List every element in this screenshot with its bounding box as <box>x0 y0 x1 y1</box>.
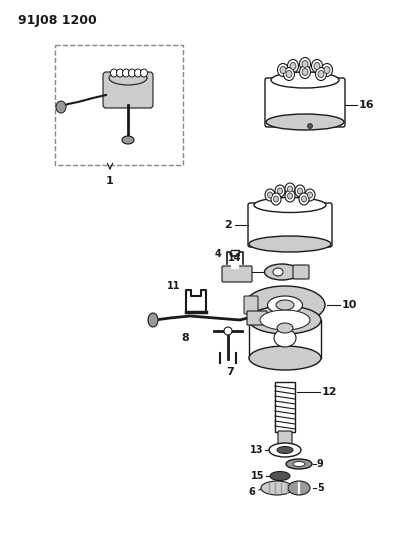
Ellipse shape <box>302 61 308 68</box>
Ellipse shape <box>276 300 294 310</box>
FancyBboxPatch shape <box>265 78 345 127</box>
Text: 15: 15 <box>250 471 264 481</box>
Ellipse shape <box>110 69 117 77</box>
FancyBboxPatch shape <box>103 72 153 108</box>
Text: 6: 6 <box>248 487 255 497</box>
Ellipse shape <box>267 192 272 198</box>
Ellipse shape <box>249 346 321 370</box>
Circle shape <box>224 327 232 335</box>
Ellipse shape <box>270 472 290 481</box>
Ellipse shape <box>324 67 330 74</box>
Ellipse shape <box>134 69 141 77</box>
Ellipse shape <box>249 236 331 252</box>
Ellipse shape <box>295 185 305 197</box>
Ellipse shape <box>285 183 295 195</box>
Ellipse shape <box>278 63 288 77</box>
Text: 4: 4 <box>214 249 221 259</box>
Ellipse shape <box>254 198 326 213</box>
Ellipse shape <box>266 114 344 130</box>
FancyBboxPatch shape <box>293 265 309 279</box>
Ellipse shape <box>277 447 293 454</box>
Ellipse shape <box>277 323 293 333</box>
Text: 16: 16 <box>359 100 375 110</box>
Ellipse shape <box>109 71 147 85</box>
Ellipse shape <box>275 185 285 197</box>
Ellipse shape <box>122 136 134 144</box>
Ellipse shape <box>286 70 292 77</box>
Ellipse shape <box>288 481 310 495</box>
Ellipse shape <box>314 62 320 69</box>
Ellipse shape <box>261 481 293 495</box>
Ellipse shape <box>316 68 326 80</box>
Ellipse shape <box>265 264 300 280</box>
Ellipse shape <box>285 190 295 202</box>
Ellipse shape <box>267 296 302 314</box>
Ellipse shape <box>269 443 301 457</box>
Text: 9: 9 <box>317 459 324 469</box>
Ellipse shape <box>321 63 332 77</box>
Ellipse shape <box>249 306 321 334</box>
Ellipse shape <box>286 459 312 469</box>
Ellipse shape <box>271 193 281 205</box>
FancyBboxPatch shape <box>244 296 258 314</box>
Ellipse shape <box>278 188 283 194</box>
Text: 13: 13 <box>250 445 263 455</box>
Ellipse shape <box>311 60 323 72</box>
Ellipse shape <box>288 60 299 72</box>
Ellipse shape <box>129 69 136 77</box>
FancyBboxPatch shape <box>248 203 332 247</box>
FancyBboxPatch shape <box>222 266 252 282</box>
Ellipse shape <box>318 70 324 77</box>
Ellipse shape <box>140 69 147 77</box>
Ellipse shape <box>302 196 307 202</box>
Ellipse shape <box>274 329 296 347</box>
Bar <box>55 45 183 165</box>
Ellipse shape <box>260 310 310 330</box>
Ellipse shape <box>307 192 312 198</box>
Ellipse shape <box>245 286 325 324</box>
Ellipse shape <box>288 193 293 199</box>
Ellipse shape <box>305 189 315 201</box>
Text: 91J08 1200: 91J08 1200 <box>18 14 97 27</box>
Text: 12: 12 <box>322 387 337 397</box>
Text: 11: 11 <box>166 281 180 291</box>
Ellipse shape <box>288 186 293 192</box>
Ellipse shape <box>300 66 311 78</box>
FancyBboxPatch shape <box>247 311 267 325</box>
Text: 8: 8 <box>181 333 189 343</box>
Ellipse shape <box>290 62 296 69</box>
Circle shape <box>307 124 312 128</box>
Ellipse shape <box>299 193 309 205</box>
Ellipse shape <box>280 67 286 74</box>
Text: 14: 14 <box>228 253 242 263</box>
Text: 7: 7 <box>226 367 234 377</box>
Ellipse shape <box>283 68 295 80</box>
Ellipse shape <box>302 69 308 76</box>
Ellipse shape <box>271 72 339 88</box>
Ellipse shape <box>122 69 129 77</box>
Ellipse shape <box>117 69 124 77</box>
FancyBboxPatch shape <box>278 431 292 447</box>
Text: 2: 2 <box>224 220 232 230</box>
Ellipse shape <box>300 58 311 70</box>
Ellipse shape <box>265 189 275 201</box>
Ellipse shape <box>293 462 305 466</box>
Text: 1: 1 <box>106 176 114 186</box>
Text: 10: 10 <box>342 300 357 310</box>
Ellipse shape <box>297 188 302 194</box>
Ellipse shape <box>274 196 279 202</box>
FancyBboxPatch shape <box>275 382 295 432</box>
Ellipse shape <box>56 101 66 113</box>
Text: 5: 5 <box>317 483 324 493</box>
Text: 3: 3 <box>241 267 249 277</box>
Ellipse shape <box>148 313 158 327</box>
Ellipse shape <box>273 268 283 276</box>
